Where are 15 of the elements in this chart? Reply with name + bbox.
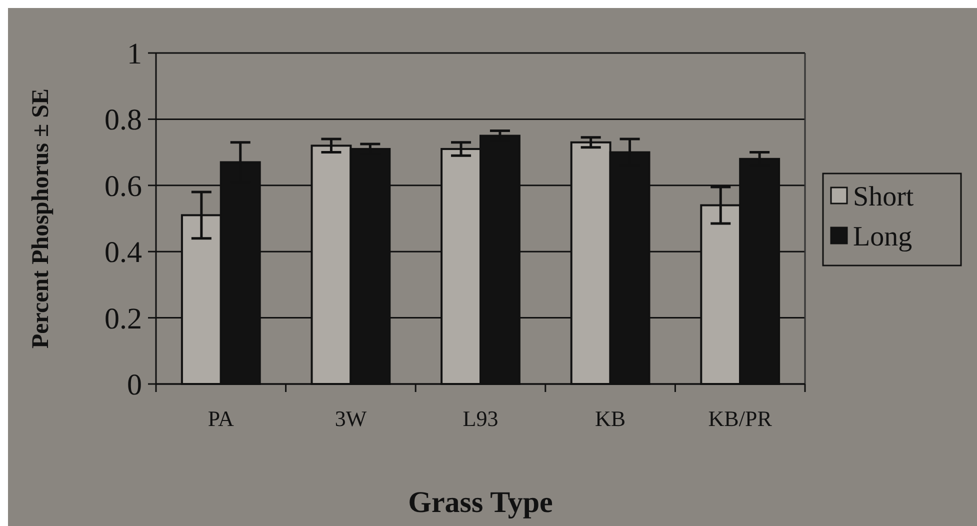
x-tick-label: PA — [208, 406, 234, 431]
y-axis-title: Percent Phosphorus ± SE — [28, 88, 54, 349]
x-tick-label: L93 — [462, 406, 498, 431]
x-tick-label: KB/PR — [708, 406, 772, 431]
x-axis-title: Grass Type — [408, 486, 553, 519]
legend-label: Short — [853, 181, 914, 212]
y-tick-label: 0.6 — [104, 170, 142, 203]
y-tick-label: 0 — [127, 368, 142, 402]
x-tick-label: KB — [595, 406, 626, 431]
y-tick-label: 0.2 — [104, 302, 142, 336]
legend-label: Long — [853, 221, 912, 252]
y-tick-label: 0.4 — [104, 236, 142, 270]
x-tick-label: 3W — [334, 406, 367, 431]
y-tick-label: 0.8 — [104, 104, 142, 137]
y-tick-label: 1 — [127, 38, 142, 70]
